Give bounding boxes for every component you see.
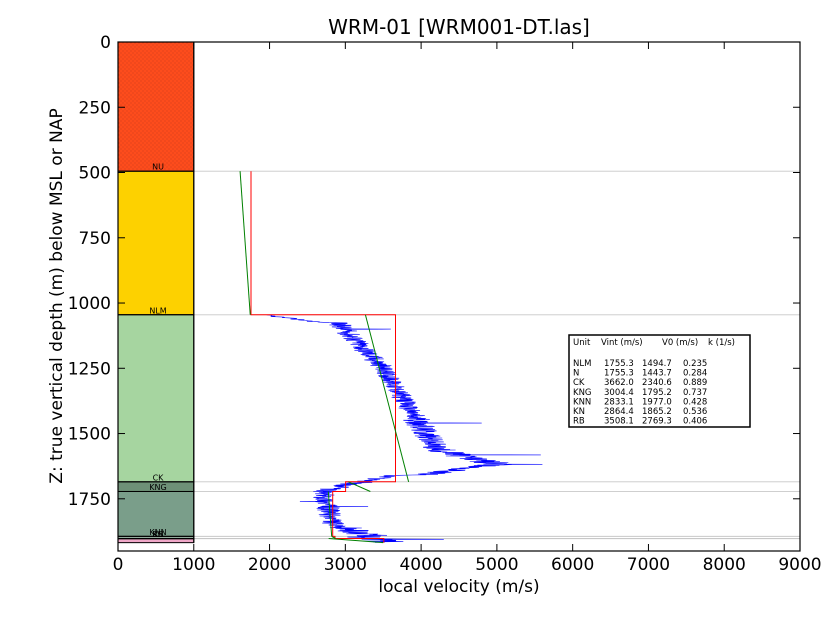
table-cell: 0.428 (683, 397, 707, 407)
y-axis-ticks: 0 250 500 750 1000 1250 1500 1750 (68, 33, 800, 510)
table-cell: 0.536 (683, 407, 707, 417)
table-cell: 1494.7 (642, 359, 672, 369)
y-axis-label: Z: true vertical depth (m) below MSL or … (47, 108, 67, 483)
formation-kng (117, 490, 195, 537)
table-header-cell: Unit (573, 338, 591, 348)
x-tick-label-6000: 6000 (551, 555, 594, 575)
x-tick-label-7000: 7000 (627, 555, 670, 575)
table-cell: 0.889 (683, 378, 707, 388)
table-cell: 1865.2 (642, 407, 672, 417)
table-cell: 1443.7 (642, 369, 672, 379)
velocity-table-header: Unit Vint (m/s) V0 (m/s) k (1/s) (573, 338, 735, 348)
formation-label-nlm: NLM (149, 306, 166, 315)
table-header-cell: Vint (m/s) (601, 338, 643, 348)
velocity-table-frame (568, 334, 751, 428)
table-cell: 2769.3 (642, 417, 672, 427)
table-cell: 0.284 (683, 369, 707, 379)
table-cell: 1755.3 (604, 369, 634, 379)
linear-model-segment-5 (331, 535, 336, 539)
table-cell: N (573, 369, 579, 379)
x-tick-label-4000: 4000 (399, 555, 442, 575)
x-axis-label: local velocity (m/s) (378, 577, 539, 597)
y-tick-label-0: 0 (100, 33, 111, 53)
table-cell: 1977.0 (642, 397, 672, 407)
table-cell: KN (573, 407, 585, 417)
table-cell: 2864.4 (604, 407, 634, 417)
velocity-table: Unit Vint (m/s) V0 (m/s) k (1/s) NLM 1755.3 1… (568, 334, 751, 428)
table-header-cell: k (1/s) (708, 338, 735, 348)
table-cell: 1795.2 (642, 388, 672, 398)
plot-frame (117, 41, 801, 552)
formation-top-unit (117, 41, 195, 172)
table-cell: 3662.0 (604, 378, 634, 388)
y-tick-label-1000: 1000 (68, 294, 111, 314)
formation-label-ck: CK (153, 473, 165, 482)
x-tick-label-0: 0 (113, 555, 124, 575)
table-cell: KNN (573, 397, 591, 407)
plot-area (239, 171, 543, 544)
table-cell: NLM (573, 359, 591, 369)
x-tick-label-2000: 2000 (248, 555, 291, 575)
linear-model-series (239, 171, 410, 544)
linear-model-segment-2 (364, 314, 410, 482)
y-tick-label-500: 500 (79, 164, 111, 184)
table-cell: 1755.3 (604, 359, 634, 369)
formation-label-kn: KN (152, 530, 163, 539)
x-tick-label-3000: 3000 (324, 555, 367, 575)
table-cell: 2833.1 (604, 397, 634, 407)
y-tick-label-1250: 1250 (68, 359, 111, 379)
table-header-cell: V0 (m/s) (662, 338, 698, 348)
table-cell: KNG (573, 388, 592, 398)
linear-model-segment-1 (239, 171, 251, 315)
formation-label-kng: KNG (149, 483, 166, 492)
formation-label-nu: NU (152, 163, 164, 172)
linear-model-segment-6 (328, 537, 384, 544)
table-cell: 3004.4 (604, 388, 634, 398)
formation-label-rb: RB (152, 530, 163, 539)
table-cell: 3508.1 (604, 417, 634, 427)
x-tick-label-1000: 1000 (172, 555, 215, 575)
y-tick-label-750: 750 (79, 229, 111, 249)
interval-velocity-series (250, 171, 396, 543)
linear-model-segment-4 (327, 491, 333, 537)
velocity-table-rows: NLM 1755.3 1494.7 0.235 N 1755.3 1443.7 0.284 CK… (573, 359, 707, 427)
table-cell: CK (573, 378, 585, 388)
formation-label-knn: KNN (149, 528, 166, 537)
table-cell: 0.235 (683, 359, 707, 369)
sonic-log-series (266, 314, 543, 543)
y-tick-label-250: 250 (79, 98, 111, 118)
x-axis-ticks: 0 1000 2000 3000 4000 5000 6000 7000 8000 9000 (113, 42, 822, 575)
table-cell: RB (573, 417, 585, 427)
formation-nlm (117, 314, 195, 483)
formation-nu (117, 170, 195, 316)
formation-top-lines (118, 170, 800, 540)
table-cell: 2340.6 (642, 378, 672, 388)
x-tick-label-5000: 5000 (475, 555, 518, 575)
x-tick-label-8000: 8000 (703, 555, 746, 575)
formation-rb (117, 538, 195, 544)
chart-title: WRM-01 [WRM001-DT.las] (328, 15, 590, 39)
y-tick-label-1750: 1750 (68, 490, 111, 510)
table-cell: 0.406 (683, 417, 707, 427)
linear-model-segment-3 (348, 481, 371, 492)
y-tick-label-1500: 1500 (68, 425, 111, 445)
table-cell: 0.737 (683, 388, 707, 398)
x-tick-label-9000: 9000 (778, 555, 821, 575)
